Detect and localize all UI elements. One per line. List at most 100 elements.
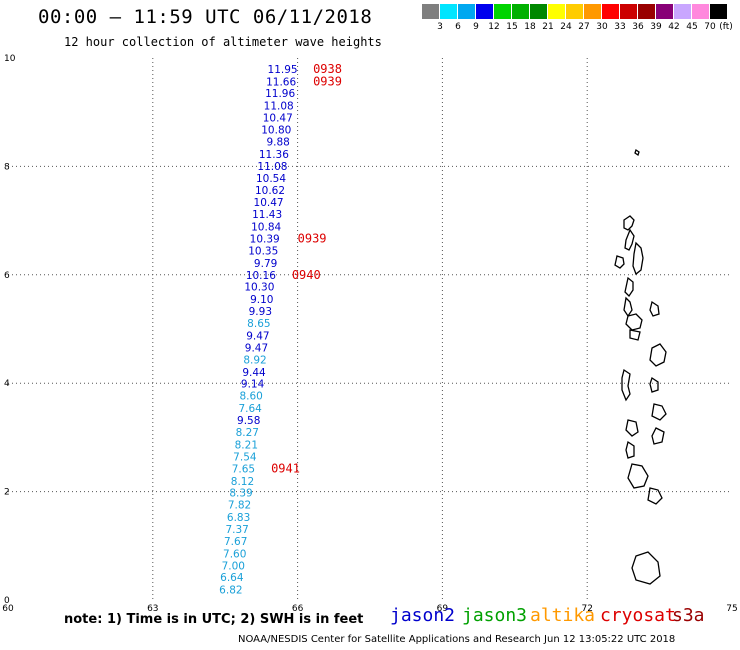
scale-swatch <box>584 4 601 19</box>
swh-label: 9.47 <box>246 331 269 343</box>
island-outline <box>624 228 635 251</box>
time-label: 0938 <box>313 62 342 76</box>
swh-label: 10.30 <box>244 282 274 294</box>
time-label: 0939 <box>313 74 342 88</box>
swh-label: 10.80 <box>261 125 291 137</box>
swh-label: 8.21 <box>235 439 258 451</box>
scale-label: 36 <box>632 22 644 32</box>
island-outline <box>631 551 661 585</box>
island-outline <box>634 148 640 157</box>
island-outline <box>624 276 634 298</box>
swh-label: 6.83 <box>227 512 250 524</box>
swh-label: 8.12 <box>231 476 254 488</box>
scale-swatch <box>656 4 673 19</box>
swh-label: 11.43 <box>252 209 282 221</box>
scale-label: 21 <box>542 22 554 32</box>
time-label: 0940 <box>292 268 321 282</box>
scale-swatch <box>476 4 493 19</box>
x-tick-label: 60 <box>2 604 14 614</box>
swh-label: 9.88 <box>266 136 289 148</box>
time-label: 0939 <box>298 231 327 245</box>
island-outline <box>614 255 625 269</box>
axis-ticks: 60 63 66 69 72 75 0 2 4 6 8 10 <box>2 54 737 614</box>
satellite-jason3: jason3 <box>462 605 528 626</box>
x-tick-label: 69 <box>437 604 449 614</box>
island-outline <box>623 296 633 318</box>
island-outline <box>651 403 667 421</box>
scale-label: 70 <box>704 22 716 32</box>
scale-label: 30 <box>596 22 608 32</box>
y-tick-label: 4 <box>4 379 10 389</box>
swh-label: 7.60 <box>223 548 246 560</box>
swh-label: 11.95 <box>268 64 298 76</box>
scale-label: 39 <box>650 22 662 32</box>
scale-unit: (ft) <box>719 22 733 32</box>
island-outline <box>625 440 635 459</box>
island-outline <box>625 419 639 437</box>
satellite-altika: altika <box>530 605 596 626</box>
swh-label: 8.39 <box>229 488 252 500</box>
scale-swatch <box>566 4 583 19</box>
scale-label: 3 <box>437 22 443 32</box>
swh-label: 7.00 <box>222 560 245 572</box>
island-outline <box>621 368 631 402</box>
credit-line: NOAA/NESDIS Center for Satellite Applica… <box>238 634 676 645</box>
swh-label: 10.47 <box>263 113 293 125</box>
satellite-s3a: s3a <box>672 605 705 626</box>
scale-swatch <box>602 4 619 19</box>
maldives-islands <box>614 148 667 585</box>
scale-swatch <box>530 4 547 19</box>
scale-label: 45 <box>686 22 698 32</box>
swh-label: 10.39 <box>250 233 280 245</box>
swh-label: 7.82 <box>228 500 251 512</box>
swh-label: 9.79 <box>254 258 277 270</box>
island-outline <box>629 329 641 341</box>
legend-note: note: 1) Time is in UTC; 2) SWH is in fe… <box>64 612 364 627</box>
swh-label: 8.27 <box>236 427 259 439</box>
swh-label: 6.64 <box>220 572 244 584</box>
swh-label: 9.93 <box>249 306 272 318</box>
scale-swatch <box>458 4 475 19</box>
swh-label: 10.84 <box>251 222 281 234</box>
island-outline <box>649 376 659 393</box>
y-tick-label: 10 <box>4 54 16 64</box>
map-title: 00:00 – 11:59 UTC 06/11/2018 <box>38 6 373 28</box>
scale-label: 42 <box>668 22 680 32</box>
x-tick-label: 66 <box>292 604 304 614</box>
island-outline <box>623 215 635 231</box>
y-tick-label: 2 <box>4 488 10 498</box>
island-outline <box>651 427 665 445</box>
scale-swatch <box>512 4 529 19</box>
scale-label: 27 <box>578 22 590 32</box>
swh-label: 7.65 <box>232 463 255 475</box>
island-outline <box>632 241 644 276</box>
satellite-cryosat: cryosat <box>600 605 676 626</box>
scale-label: 6 <box>455 22 461 32</box>
x-tick-label: 63 <box>147 604 158 614</box>
swh-label: 11.36 <box>259 149 289 161</box>
scale-swatch <box>548 4 565 19</box>
satellite-jason2: jason2 <box>390 605 456 626</box>
island-outline <box>625 313 643 331</box>
y-tick-label: 6 <box>4 271 10 281</box>
grid-lines <box>8 58 732 600</box>
swh-label: 10.54 <box>256 173 286 185</box>
scale-swatch <box>692 4 709 19</box>
swh-label: 11.66 <box>266 76 296 88</box>
swh-label: 8.60 <box>239 391 262 403</box>
swh-label: 9.44 <box>242 367 266 379</box>
island-outline <box>649 300 660 317</box>
island-outline <box>647 487 663 505</box>
swh-label: 11.08 <box>257 161 287 173</box>
x-tick-label: 72 <box>581 604 592 614</box>
island-outline <box>627 463 649 489</box>
scale-label: 12 <box>488 22 500 32</box>
scale-label: 24 <box>560 22 572 32</box>
scale-label: 33 <box>614 22 626 32</box>
swh-label: 9.14 <box>241 379 265 391</box>
scale-swatch <box>440 4 457 19</box>
swh-label: 8.65 <box>247 318 270 330</box>
swh-label: 7.54 <box>233 451 257 463</box>
